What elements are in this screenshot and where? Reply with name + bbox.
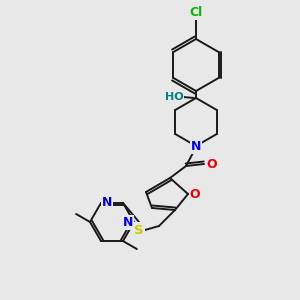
Text: N: N <box>123 215 133 229</box>
Text: Cl: Cl <box>189 5 203 19</box>
Text: O: O <box>207 158 217 170</box>
Text: N: N <box>102 196 112 209</box>
Text: O: O <box>190 188 200 200</box>
Text: N: N <box>191 140 201 152</box>
Text: HO: HO <box>165 92 183 102</box>
Text: S: S <box>134 224 144 236</box>
